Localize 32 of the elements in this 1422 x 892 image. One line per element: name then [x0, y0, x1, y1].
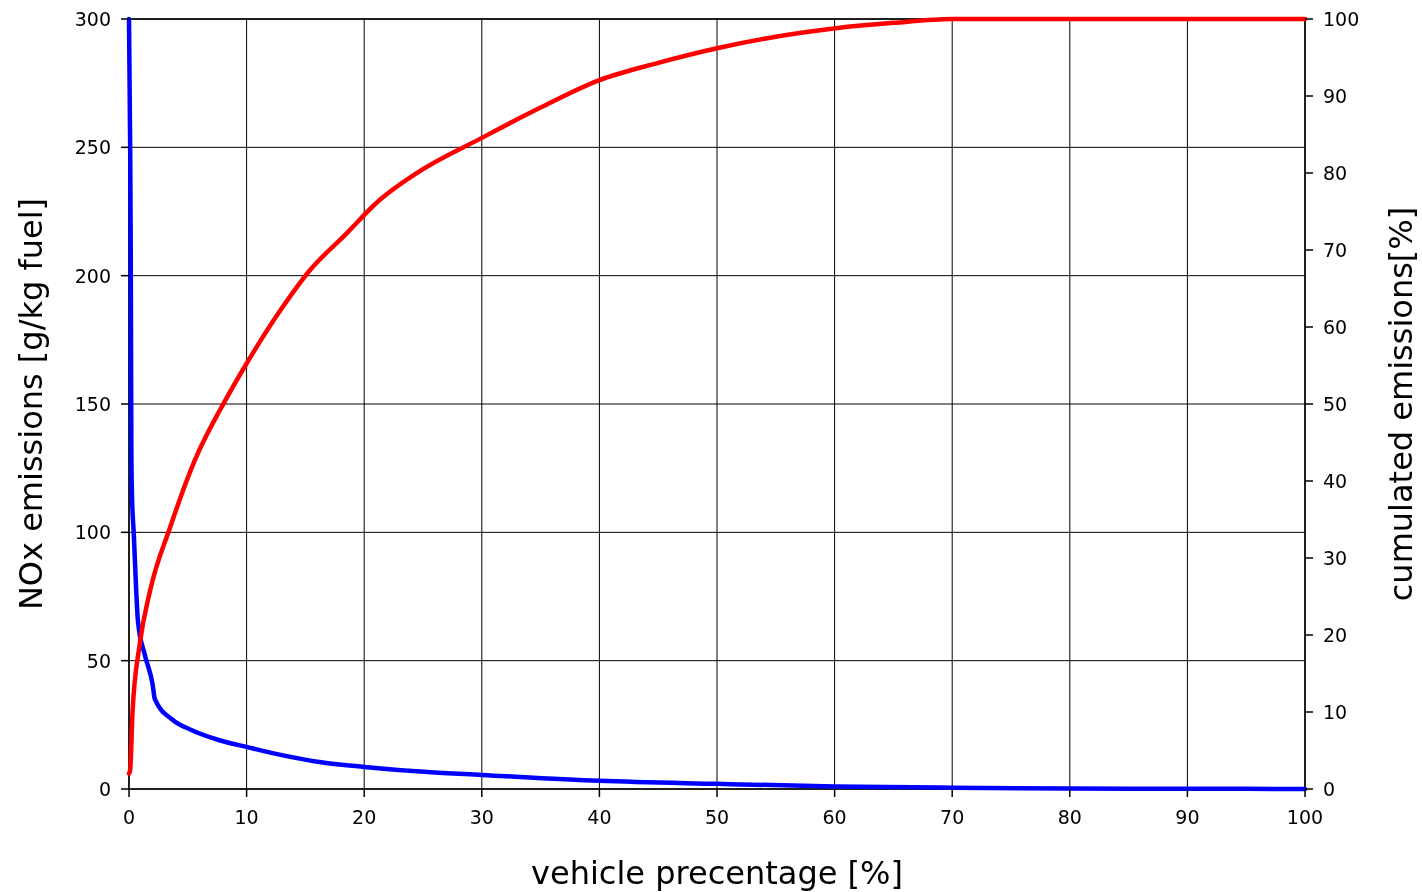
x-tick-label: 90 [1175, 806, 1200, 828]
y-tick-label: 200 [74, 264, 111, 287]
y-tick-label: 50 [86, 649, 111, 672]
x-tick-label: 40 [587, 806, 612, 828]
y-tick-label: 300 [74, 8, 111, 30]
y2-tick-label: 40 [1323, 470, 1348, 492]
y2-tick-label: 0 [1323, 778, 1336, 800]
y2-tick-label: 70 [1323, 239, 1348, 261]
y2-tick-label: 100 [1323, 8, 1360, 30]
y2-tick-label: 10 [1323, 701, 1348, 723]
x-tick-label: 60 [822, 806, 847, 828]
y2-axis-title: cumulated emissions[%] [1382, 206, 1420, 602]
y-tick-label: 250 [74, 136, 111, 159]
y2-tick-label: 30 [1323, 547, 1348, 569]
x-tick-label: 50 [704, 806, 730, 828]
x-tick-label: 70 [940, 806, 965, 828]
y-tick-label: 100 [74, 521, 111, 544]
x-tick-label: 0 [122, 806, 136, 828]
y-tick-label: 0 [98, 778, 111, 800]
y2-tick-label: 90 [1323, 85, 1348, 107]
x-tick-label: 100 [1286, 806, 1324, 828]
x-axis-title: vehicle precentage [%] [531, 854, 903, 892]
y2-tick-label: 60 [1323, 316, 1348, 338]
y2-tick-label: 80 [1323, 162, 1348, 184]
y2-tick-label: 20 [1323, 624, 1348, 646]
x-tick-label: 10 [234, 806, 259, 828]
y2-tick-label: 50 [1323, 393, 1348, 415]
x-tick-label: 80 [1057, 806, 1082, 828]
y-axis-title: NOx emissions [g/kg fuel] [12, 197, 50, 611]
x-tick-label: 30 [469, 806, 494, 828]
y-tick-label: 150 [74, 393, 111, 415]
x-tick-label: 20 [352, 806, 377, 828]
